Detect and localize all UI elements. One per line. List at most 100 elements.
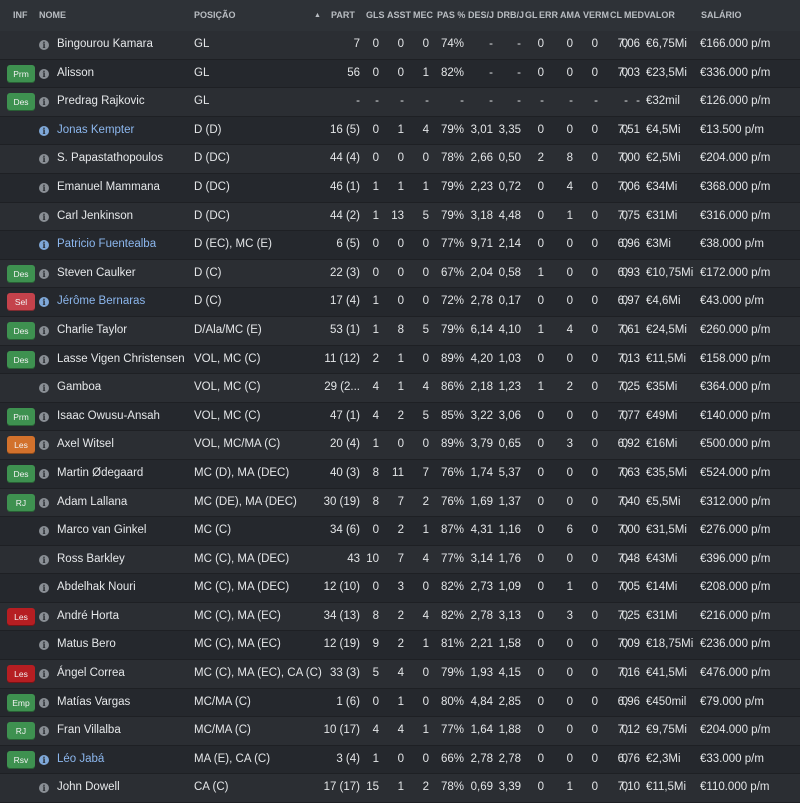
- col-pas[interactable]: PAS %: [437, 10, 466, 20]
- player-name[interactable]: Gamboa: [57, 381, 102, 394]
- player-name[interactable]: Bingourou Kamara: [57, 38, 153, 50]
- info-icon[interactable]: i: [39, 583, 49, 594]
- status-badge[interactable]: Des: [7, 264, 35, 283]
- table-row[interactable]: Des i Predrag Rajkovic GL - - - - - - - - - - - - €32mil…: [0, 88, 800, 117]
- player-name[interactable]: Matías Vargas: [57, 695, 131, 708]
- table-row[interactable]: i Matus Bero MC (C), MA (EC) 12 (19) 9 2 1 81% 2…: [0, 631, 800, 661]
- status-badge[interactable]: RJ: [7, 493, 35, 512]
- info-icon[interactable]: i: [39, 211, 49, 222]
- info-icon[interactable]: i: [39, 783, 49, 794]
- status-badge[interactable]: RJ: [7, 722, 35, 741]
- info-icon[interactable]: i: [39, 554, 49, 565]
- table-row[interactable]: Les i Axel Witsel VOL, MC/MA (C) 20 (4) 1 0 0 89…: [0, 431, 800, 460]
- col-salario[interactable]: SALÁRIO: [701, 10, 742, 20]
- table-row[interactable]: i S. Papastathopoulos D (DC) 44 (4) 0 0 0 78% 2,…: [0, 145, 800, 174]
- col-inf[interactable]: INF: [13, 10, 28, 20]
- player-name[interactable]: Charlie Taylor: [57, 323, 128, 336]
- table-row[interactable]: i Bingourou Kamara GL 7 0 0 0 74% - -0 0 0 0 7,06 €6,7…: [0, 31, 800, 60]
- info-icon[interactable]: i: [39, 440, 49, 451]
- info-icon[interactable]: i: [39, 97, 49, 108]
- status-badge[interactable]: Des: [7, 321, 35, 340]
- info-icon[interactable]: i: [39, 354, 49, 365]
- table-row[interactable]: i Abdelhak Nouri MC (C), MA (DEC) 12 (10) 0 3…: [0, 574, 800, 603]
- player-name[interactable]: Lasse Vigen Christensen: [57, 352, 185, 365]
- info-icon[interactable]: i: [39, 325, 49, 336]
- info-icon[interactable]: i: [39, 640, 49, 651]
- info-icon[interactable]: i: [39, 497, 49, 508]
- status-badge[interactable]: Rsv: [7, 750, 35, 769]
- col-mec[interactable]: MEC: [413, 10, 433, 20]
- info-icon[interactable]: i: [39, 125, 49, 136]
- table-row[interactable]: Les i Ángel Correa MC (C), MA (EC), CA (C) 3…: [0, 660, 800, 689]
- table-row[interactable]: RJ i Adam Lallana MC (DE), MA (DEC) 30 (19) 8…: [0, 488, 800, 518]
- status-badge[interactable]: Les: [7, 607, 35, 626]
- player-name[interactable]: Adam Lallana: [57, 495, 128, 508]
- table-row[interactable]: i Carl Jenkinson D (DC) 44 (2) 1 13 5 79% 3,18 4,…: [0, 202, 800, 232]
- col-ama[interactable]: AMA: [560, 10, 581, 20]
- player-name[interactable]: Patricio Fuentealba: [57, 238, 157, 251]
- table-row[interactable]: i Jonas Kempter D (D) 16 (5) 0 1 4 79% 3,01 3,35 0…: [0, 116, 800, 146]
- col-part[interactable]: PART: [331, 10, 355, 20]
- info-icon[interactable]: i: [39, 268, 49, 279]
- status-badge[interactable]: Prm: [7, 64, 35, 83]
- table-row[interactable]: RJ i Fran Villalba MC/MA (C) 10 (17) 4 4 1 77% 1,…: [0, 717, 800, 746]
- player-name[interactable]: Léo Jabá: [57, 752, 105, 765]
- col-asst[interactable]: ASST: [387, 10, 412, 20]
- info-icon[interactable]: i: [39, 182, 49, 193]
- player-name[interactable]: Emanuel Mammana: [57, 180, 160, 193]
- player-name[interactable]: Ross Barkley: [57, 552, 125, 565]
- player-name[interactable]: Jérôme Bernaras: [57, 295, 146, 308]
- player-name[interactable]: André Horta: [57, 609, 120, 622]
- player-name[interactable]: Marco van Ginkel: [57, 524, 147, 537]
- info-icon[interactable]: i: [39, 697, 49, 708]
- table-row[interactable]: i Emanuel Mammana D (DC) 46 (1) 1 1 1 79% 2,23 0,…: [0, 173, 800, 203]
- info-icon[interactable]: i: [39, 40, 49, 50]
- info-icon[interactable]: i: [39, 611, 49, 622]
- table-row[interactable]: Prm i Alisson GL 56 0 0 1 82% - -0 0 0 0 7,03 €23,5Mi €3…: [0, 59, 800, 89]
- player-name[interactable]: Axel Witsel: [57, 438, 114, 451]
- info-icon[interactable]: i: [39, 68, 49, 79]
- table-row[interactable]: i Gamboa VOL, MC (C) 29 (2... 4 1 4 86% 2,18 1,23…: [0, 374, 800, 403]
- player-name[interactable]: Martin Ødegaard: [57, 466, 144, 479]
- player-name[interactable]: Abdelhak Nouri: [57, 581, 136, 594]
- table-row[interactable]: Les i André Horta MC (C), MA (EC) 34 (13) 8 2 4…: [0, 602, 800, 632]
- player-name[interactable]: Steven Caulker: [57, 266, 136, 279]
- col-gl[interactable]: GL: [525, 10, 538, 20]
- col-nome[interactable]: NOME: [39, 10, 66, 20]
- col-gls[interactable]: GLS: [366, 10, 385, 20]
- player-name[interactable]: Matus Bero: [57, 638, 116, 651]
- col-drbj[interactable]: DRB/J: [497, 10, 525, 20]
- info-icon[interactable]: i: [39, 754, 49, 765]
- table-row[interactable]: Emp i Matías Vargas MC/MA (C) 1 (6) 0 1 0 80% 4,8…: [0, 688, 800, 718]
- col-medvalor[interactable]: MEDVALOR: [624, 0, 675, 31]
- table-row[interactable]: i Marco van Ginkel MC (C) 34 (6) 0 2 1 87% 4,31 1…: [0, 517, 800, 546]
- player-name[interactable]: S. Papastathopoulos: [57, 152, 164, 165]
- col-err[interactable]: ERR: [539, 10, 559, 20]
- player-name[interactable]: Jonas Kempter: [57, 123, 135, 136]
- col-verm[interactable]: VERM: [583, 10, 610, 20]
- player-name[interactable]: Carl Jenkinson: [57, 209, 134, 222]
- status-badge[interactable]: Les: [7, 436, 35, 455]
- info-icon[interactable]: i: [39, 526, 49, 537]
- table-row[interactable]: Des i Martin Ødegaard MC (D), MA (DEC) 40 (3…: [0, 459, 800, 489]
- table-row[interactable]: Rsv i Léo Jabá MA (E), CA (C) 3 (4) 1 0 0 66% 2,7…: [0, 745, 800, 775]
- player-name[interactable]: Predrag Rajkovic: [57, 95, 145, 108]
- status-badge[interactable]: Des: [7, 93, 35, 112]
- status-badge[interactable]: Des: [7, 464, 35, 483]
- info-icon[interactable]: i: [39, 468, 49, 479]
- table-row[interactable]: i Patricio Fuentealba D (EC), MC (E) 6 (5) 0…: [0, 231, 800, 260]
- table-row[interactable]: Des i Lasse Vigen Christensen VOL, MC (C) 11…: [0, 345, 800, 375]
- info-icon[interactable]: i: [39, 383, 49, 394]
- info-icon[interactable]: i: [39, 154, 49, 165]
- col-cl[interactable]: CL: [610, 10, 622, 20]
- player-name[interactable]: Ángel Correa: [57, 667, 125, 680]
- table-row[interactable]: Des i Charlie Taylor D/Ala/MC (E) 53 (1) 1 8 5 7…: [0, 316, 800, 346]
- table-row[interactable]: Prm i Isaac Owusu-Ansah VOL, MC (C) 47 (1) 4 2…: [0, 402, 800, 432]
- player-name[interactable]: John Dowell: [57, 781, 120, 794]
- table-row[interactable]: i John Dowell CA (C) 17 (17) 15 1 2 78% 0,69 3,39…: [0, 774, 800, 803]
- status-badge[interactable]: Sel: [7, 293, 35, 312]
- info-icon[interactable]: i: [39, 411, 49, 422]
- table-row[interactable]: i Ross Barkley MC (C), MA (DEC) 43 10 7 4 77% 3,…: [0, 545, 800, 575]
- status-badge[interactable]: Les: [7, 665, 35, 684]
- status-badge[interactable]: Prm: [7, 407, 35, 426]
